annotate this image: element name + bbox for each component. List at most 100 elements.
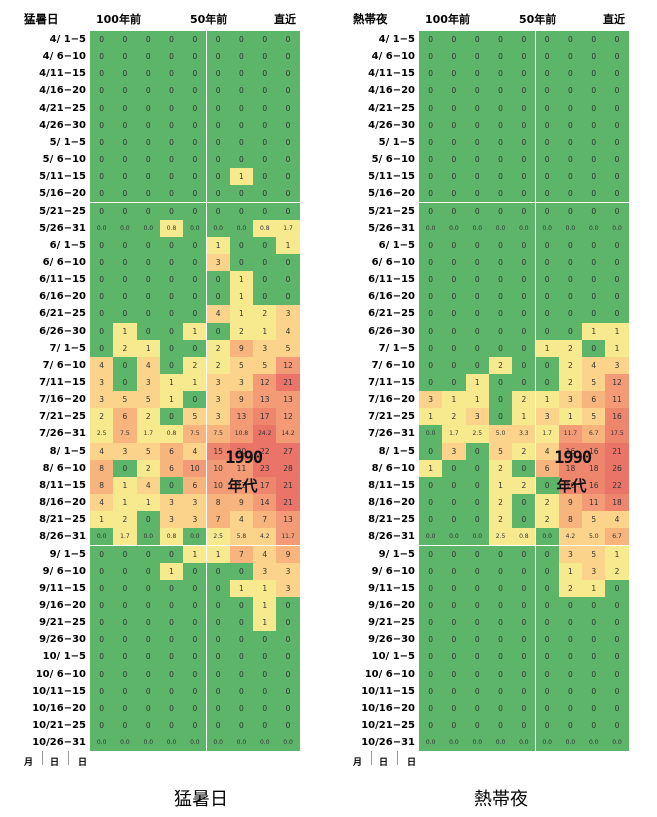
heatmap-cell: 0 xyxy=(113,99,137,117)
heatmap-cell: 0 xyxy=(558,116,583,134)
heatmap-cell: 0 xyxy=(253,116,277,134)
heatmap-cell: 0 xyxy=(136,202,160,220)
date-axis-tick xyxy=(371,751,372,766)
heatmap-cell: 0 xyxy=(136,511,160,529)
heatmap-cell: 0 xyxy=(605,614,629,632)
row-label: 8/16−20 xyxy=(368,497,415,509)
heatmap-cell: 0.0 xyxy=(253,734,277,752)
heatmap-cell: 3 xyxy=(605,356,629,374)
heatmap-cell: 0.0 xyxy=(90,734,114,752)
heatmap-cell: 27 xyxy=(276,442,300,460)
heatmap-cell: 0 xyxy=(558,648,583,666)
heatmap-cell: 0.0 xyxy=(229,734,254,752)
row-label: 10/16−20 xyxy=(32,702,86,714)
row-label: 7/ 1−5 xyxy=(49,342,86,354)
heatmap-cell: 0 xyxy=(558,699,583,717)
heatmap-cell: 0 xyxy=(113,631,137,649)
heatmap-cell: 0 xyxy=(229,717,254,735)
date-axis-tick xyxy=(397,751,398,766)
heatmap-cell: 0 xyxy=(465,48,489,66)
heatmap-cell: 0 xyxy=(206,151,230,169)
row-label: 4/ 6−10 xyxy=(42,51,86,63)
heatmap-cell: 0 xyxy=(442,305,466,323)
heatmap-cell: 0 xyxy=(90,631,114,649)
heatmap-cell: 1 xyxy=(605,339,629,357)
heatmap-cell: 1 xyxy=(465,391,489,409)
heatmap-cell: 3 xyxy=(253,562,277,580)
heatmap-cell: 0 xyxy=(442,236,466,254)
heatmap-cell: 5 xyxy=(113,391,137,409)
heatmap-cell: 0.0 xyxy=(465,219,489,237)
heatmap-cell: 0 xyxy=(605,648,629,666)
heatmap-cell: 7 xyxy=(206,511,230,529)
heatmap-cell: 0 xyxy=(535,614,559,632)
heatmap-cell: 0 xyxy=(582,614,606,632)
heatmap-cell: 3.3 xyxy=(512,425,536,443)
heatmap-cell: 0 xyxy=(136,699,160,717)
row-label: 6/ 1−5 xyxy=(378,239,415,251)
heatmap-cell: 0 xyxy=(442,682,466,700)
heatmap-cell: 4 xyxy=(136,476,160,495)
heatmap-cell: 0 xyxy=(512,717,536,735)
heatmap-cell: 0 xyxy=(419,579,443,597)
heatmap-cell: 7.5 xyxy=(183,425,207,443)
heatmap-cell: 0.0 xyxy=(488,219,513,237)
heatmap-cell: 3 xyxy=(183,494,207,512)
heatmap-cell: 0 xyxy=(276,99,300,117)
heatmap-cell: 0 xyxy=(136,631,160,649)
heatmap-cell: 0 xyxy=(113,253,137,272)
heatmap-cell: 2.5 xyxy=(465,425,489,443)
heatmap-cell: 0 xyxy=(465,202,489,220)
heatmap-cell: 4 xyxy=(229,511,254,529)
heatmap-cell: 0 xyxy=(159,151,184,169)
heatmap-cell: 0 xyxy=(419,202,443,220)
heatmap-cell: 0 xyxy=(512,545,536,563)
heatmap-cell: 0 xyxy=(512,151,536,169)
heatmap-cell: 0 xyxy=(465,665,489,683)
heatmap-cell: 0.0 xyxy=(582,734,606,752)
heatmap-cell: 9 xyxy=(229,339,254,357)
heatmap-cell: 0 xyxy=(512,339,536,357)
heatmap-cell: 3 xyxy=(206,253,230,272)
heatmap-cell: 0 xyxy=(535,271,559,289)
row-label: 5/ 1−5 xyxy=(378,136,415,148)
row-label: 9/ 6−10 xyxy=(42,565,86,577)
heatmap-cell: 0 xyxy=(113,562,137,580)
heatmap-cell: 2 xyxy=(535,511,559,529)
heatmap-cell: 3 xyxy=(465,408,489,426)
heatmap-cell: 0 xyxy=(183,48,207,66)
heatmap-cell: 0 xyxy=(512,236,536,254)
heatmap-cell: 0 xyxy=(276,202,300,220)
heatmap-cell: 0 xyxy=(136,151,160,169)
heatmap-cell: 0 xyxy=(512,511,536,529)
row-label: 5/ 1−5 xyxy=(49,136,86,148)
heatmap-cell: 0 xyxy=(558,271,583,289)
heatmap-cell: 0 xyxy=(582,271,606,289)
heatmap-cell: 0 xyxy=(582,236,606,254)
heatmap-cell: 1 xyxy=(183,322,207,340)
date-axis-tick xyxy=(68,751,69,766)
heatmap-cell: 1 xyxy=(113,476,137,495)
heatmap-cell: 0 xyxy=(442,356,466,374)
heatmap-cell: 0 xyxy=(535,682,559,700)
heatmap-cell: 0 xyxy=(442,665,466,683)
heatmap-cell: 0 xyxy=(159,288,184,306)
heatmap-cell: 2 xyxy=(113,511,137,529)
heatmap-cell: 1 xyxy=(113,494,137,512)
heatmap-cell: 0 xyxy=(512,116,536,134)
heatmap-cell: 0 xyxy=(229,236,254,254)
heatmap-cell: 0 xyxy=(229,631,254,649)
heatmap-cell: 0 xyxy=(159,82,184,100)
heatmap-cell: 13 xyxy=(276,511,300,529)
heatmap-cell: 0 xyxy=(582,648,606,666)
heatmap-cell: 6 xyxy=(159,442,184,460)
row-label: 9/11−15 xyxy=(39,582,86,594)
date-axis-label: 月 xyxy=(24,758,34,769)
heatmap-cell: 1 xyxy=(229,288,254,306)
heatmap-cell: 0 xyxy=(512,288,536,306)
heatmap-cell: 0 xyxy=(136,596,160,615)
heatmap-cell: 0 xyxy=(90,82,114,100)
heatmap-cell: 0 xyxy=(512,305,536,323)
heatmap-cell: 0 xyxy=(419,648,443,666)
